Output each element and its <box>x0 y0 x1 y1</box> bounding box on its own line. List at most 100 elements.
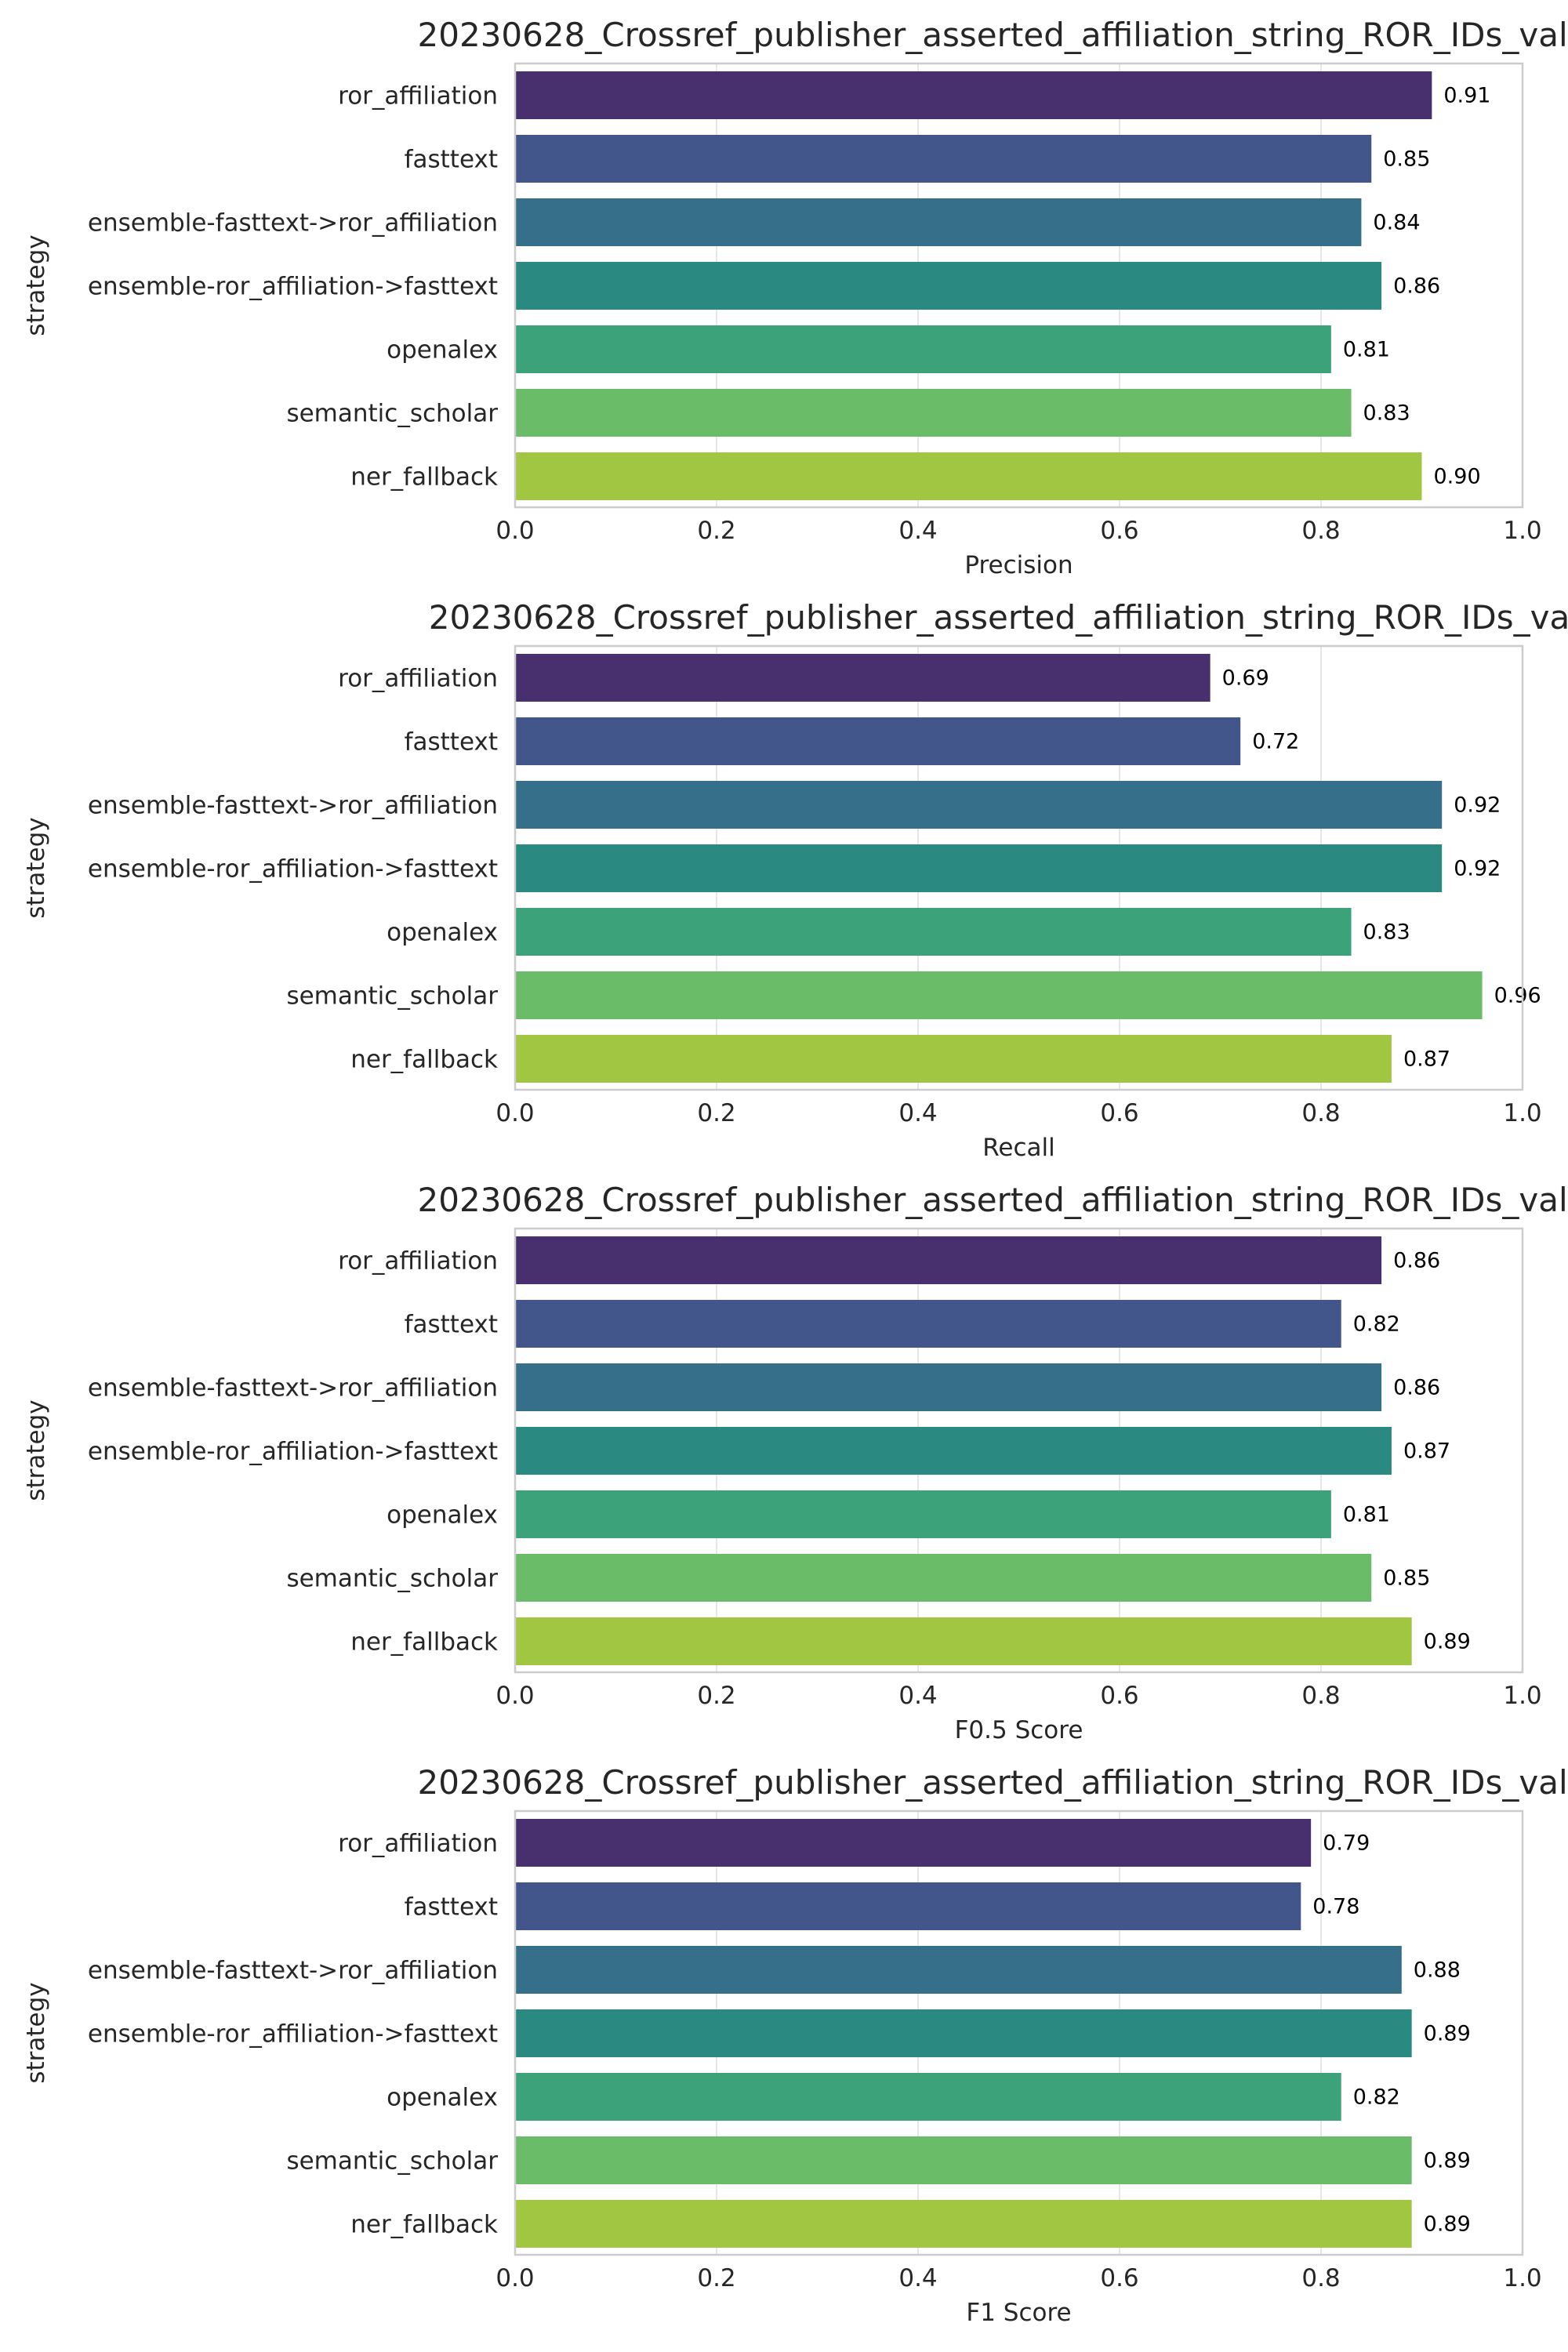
value-label: 0.89 <box>1424 2022 1471 2046</box>
x-tick-label: 1.0 <box>1503 2264 1541 2292</box>
x-axis-label: F0.5 Score <box>955 1716 1083 1744</box>
chart-panel: 20230628_Crossref_publisher_asserted_aff… <box>22 16 1568 579</box>
chart-title: 20230628_Crossref_publisher_asserted_aff… <box>418 16 1568 54</box>
bar <box>515 717 1241 765</box>
chart-title: 20230628_Crossref_publisher_asserted_aff… <box>429 598 1568 637</box>
category-label: openalex <box>387 1501 498 1530</box>
value-label: 0.90 <box>1434 465 1481 489</box>
category-label: fasttext <box>405 1893 498 1922</box>
bar <box>515 1882 1301 1930</box>
category-label: semantic_scholar <box>286 2147 498 2176</box>
bar <box>515 1427 1392 1475</box>
bar <box>515 198 1362 246</box>
x-tick-label: 0.6 <box>1100 1682 1138 1710</box>
value-label: 0.84 <box>1373 211 1420 235</box>
value-label: 0.85 <box>1383 147 1430 172</box>
value-label: 0.92 <box>1454 793 1501 818</box>
category-label: fasttext <box>405 1311 498 1339</box>
bar <box>515 781 1443 829</box>
x-tick-label: 0.8 <box>1301 2264 1340 2292</box>
x-tick-label: 0.0 <box>495 517 534 545</box>
value-label: 0.81 <box>1343 1503 1390 1527</box>
bar <box>515 1363 1382 1411</box>
x-tick-label: 0.4 <box>898 1099 937 1127</box>
bar <box>515 2200 1412 2248</box>
bar <box>515 2136 1412 2184</box>
x-tick-label: 0.8 <box>1301 1099 1340 1127</box>
category-label: ner_fallback <box>350 1046 498 1074</box>
x-tick-label: 0.2 <box>697 1682 735 1710</box>
value-label: 0.88 <box>1414 1958 1461 1983</box>
bar <box>515 1554 1372 1602</box>
category-label: ner_fallback <box>350 1628 498 1657</box>
value-label: 0.86 <box>1393 274 1440 299</box>
category-label: ner_fallback <box>350 2211 498 2239</box>
category-label: ensemble-fasttext->ror_affiliation <box>88 209 498 238</box>
value-label: 0.85 <box>1383 1566 1430 1591</box>
category-label: ensemble-fasttext->ror_affiliation <box>88 1374 498 1403</box>
x-tick-label: 0.0 <box>495 1099 534 1127</box>
x-tick-label: 1.0 <box>1503 1099 1541 1127</box>
value-label: 0.87 <box>1403 1439 1450 1464</box>
x-axis-label: Precision <box>964 551 1073 579</box>
bar <box>515 71 1432 119</box>
category-label: ner_fallback <box>350 463 498 492</box>
category-label: openalex <box>387 2084 498 2112</box>
value-label: 0.83 <box>1363 920 1410 945</box>
x-tick-label: 0.0 <box>495 1682 534 1710</box>
bar <box>515 325 1331 373</box>
bar <box>515 1490 1331 1538</box>
category-label: semantic_scholar <box>286 1565 498 1593</box>
category-label: ensemble-ror_affiliation->fasttext <box>88 2020 498 2049</box>
chart-title: 20230628_Crossref_publisher_asserted_aff… <box>418 1763 1568 1802</box>
value-label: 0.79 <box>1323 1831 1370 1856</box>
plot-frame <box>514 1809 1524 2256</box>
x-axis-label: F1 Score <box>966 2299 1071 2327</box>
category-label: ensemble-fasttext->ror_affiliation <box>88 792 498 820</box>
value-label: 0.91 <box>1443 84 1490 108</box>
category-label: ensemble-fasttext->ror_affiliation <box>88 1957 498 1985</box>
category-label: ensemble-ror_affiliation->fasttext <box>88 855 498 884</box>
value-label: 0.89 <box>1424 2149 1471 2173</box>
x-tick-label: 0.4 <box>898 517 937 545</box>
value-label: 0.89 <box>1424 2212 1471 2237</box>
x-tick-label: 1.0 <box>1503 1682 1541 1710</box>
value-label: 0.86 <box>1393 1249 1440 1273</box>
category-label: openalex <box>387 919 498 947</box>
category-label: semantic_scholar <box>286 982 498 1011</box>
value-label: 0.96 <box>1494 984 1541 1008</box>
x-tick-label: 0.8 <box>1301 517 1340 545</box>
category-label: ror_affiliation <box>338 82 498 111</box>
bar <box>515 262 1382 310</box>
plot-frame <box>514 62 1524 509</box>
plot-frame <box>514 644 1524 1091</box>
bar <box>515 1819 1312 1867</box>
category-label: fasttext <box>405 146 498 174</box>
value-label: 0.78 <box>1312 1895 1359 1919</box>
plot-frame <box>514 1227 1524 1674</box>
value-label: 0.87 <box>1403 1047 1450 1072</box>
x-tick-label: 0.4 <box>898 2264 937 2292</box>
value-label: 0.83 <box>1363 401 1410 426</box>
bar <box>515 654 1210 702</box>
value-label: 0.69 <box>1222 666 1269 691</box>
value-label: 0.89 <box>1424 1630 1471 1654</box>
x-tick-label: 0.6 <box>1100 2264 1138 2292</box>
y-axis-label: strategy <box>22 1399 50 1501</box>
x-tick-label: 0.2 <box>697 517 735 545</box>
category-label: ensemble-ror_affiliation->fasttext <box>88 273 498 301</box>
value-label: 0.81 <box>1343 338 1390 362</box>
bar <box>515 1946 1402 1994</box>
bar <box>515 908 1352 956</box>
value-label: 0.92 <box>1454 857 1501 881</box>
x-tick-label: 0.6 <box>1100 1099 1138 1127</box>
category-label: fasttext <box>405 728 498 757</box>
chart-panel: 20230628_Crossref_publisher_asserted_aff… <box>22 1763 1568 2327</box>
chart-title: 20230628_Crossref_publisher_asserted_aff… <box>418 1181 1568 1219</box>
category-label: ensemble-ror_affiliation->fasttext <box>88 1438 498 1466</box>
y-axis-label: strategy <box>22 234 50 336</box>
bar <box>515 1617 1412 1665</box>
value-label: 0.86 <box>1393 1376 1440 1400</box>
y-axis-label: strategy <box>22 817 50 918</box>
